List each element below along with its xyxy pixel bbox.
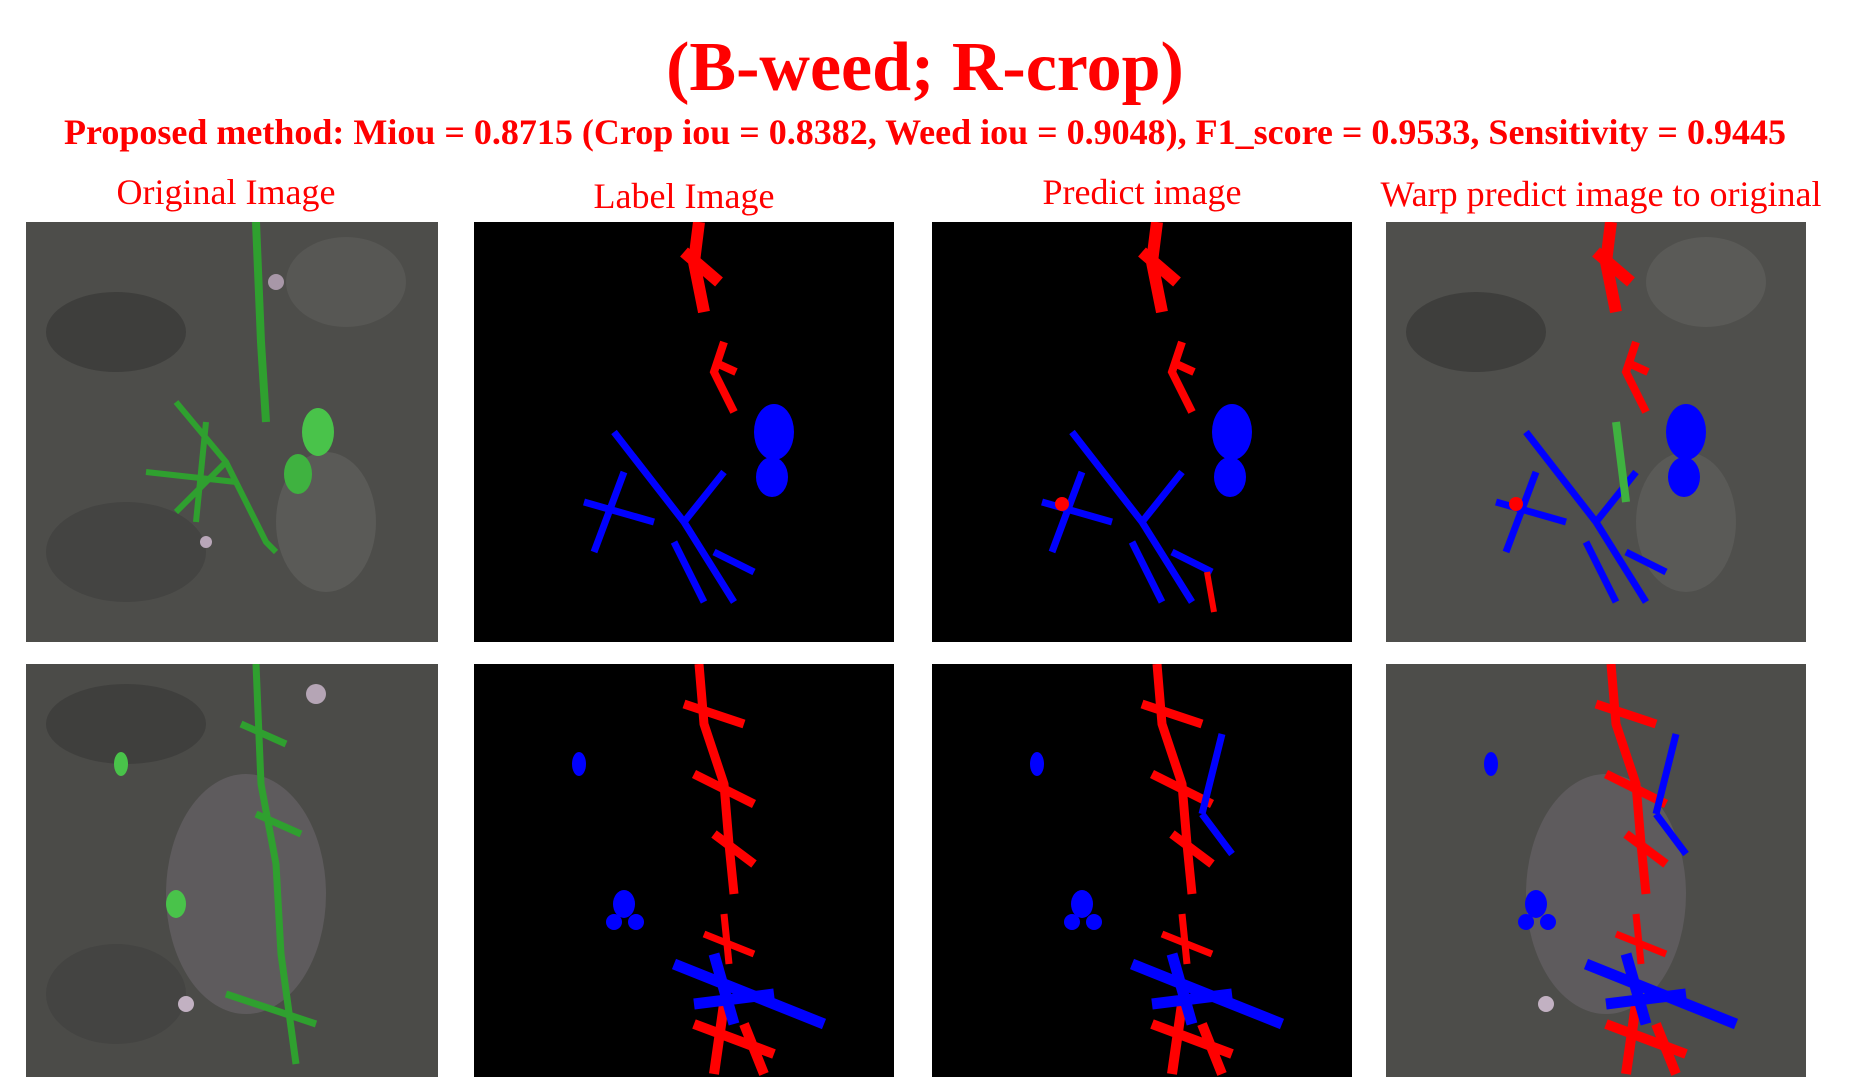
predict-image-row2 bbox=[932, 664, 1352, 1077]
original-image-row2 bbox=[26, 664, 438, 1077]
column-label-label: Label Image bbox=[593, 176, 775, 216]
column-label-original: Original Image bbox=[116, 172, 336, 212]
column-label-warp: Warp predict image to original bbox=[1380, 174, 1822, 214]
metrics-line: Proposed method: Miou = 0.8715 (Crop iou… bbox=[64, 112, 1786, 152]
label-image-row2 bbox=[474, 664, 894, 1077]
original-image-row1 bbox=[26, 222, 438, 642]
predict-image-row1 bbox=[932, 222, 1352, 642]
label-image-row1 bbox=[474, 222, 894, 642]
figure-title: (B-weed; R-crop) bbox=[666, 29, 1184, 106]
warp-predict-image-row1 bbox=[1386, 222, 1806, 642]
warp-predict-image-row2 bbox=[1386, 664, 1806, 1077]
column-label-predict: Predict image bbox=[1042, 172, 1242, 212]
